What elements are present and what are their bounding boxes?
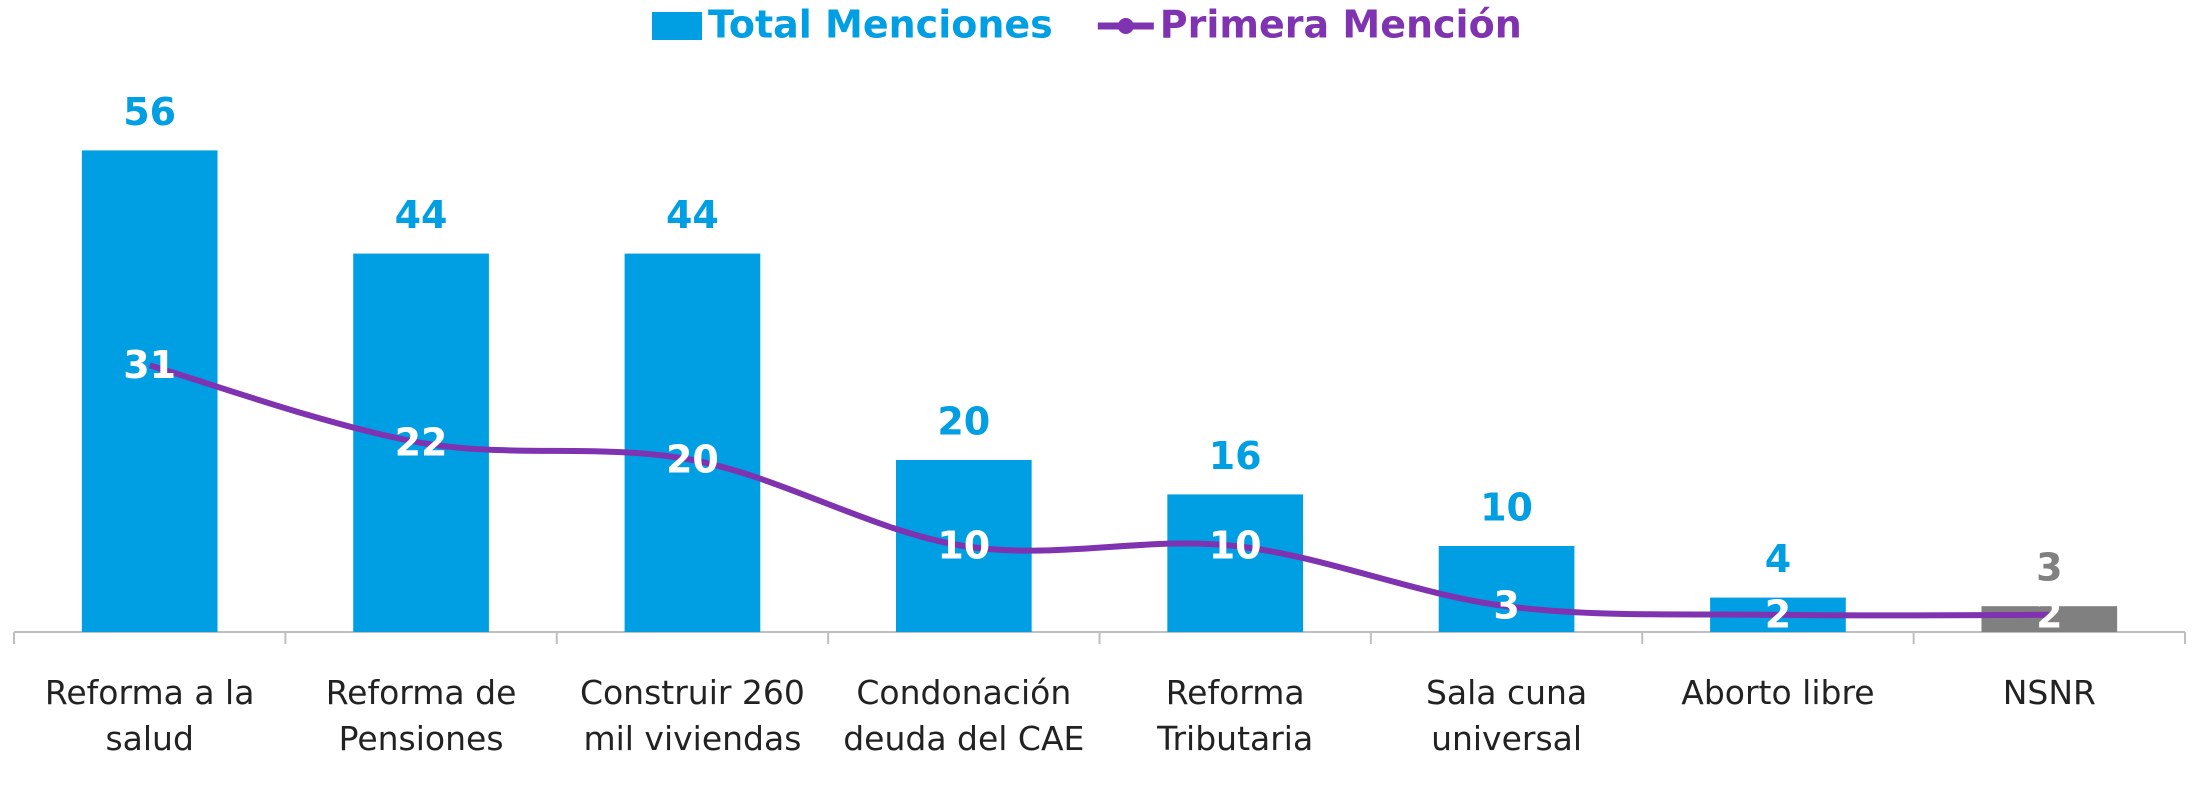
bar [1981,606,2118,632]
bar-value-label: 10 [1480,486,1533,530]
bar-value-label: 56 [123,90,176,134]
line-value-label: 20 [666,438,719,482]
line-value-label: 3 [1493,584,1519,628]
bar [1167,494,1304,632]
bar-value-label: 20 [937,400,990,444]
legend-label: Primera Mención [1160,3,1522,47]
legend-swatch [652,12,702,40]
bar [624,253,761,632]
legend-marker [1117,18,1134,34]
legend: Total Menciones Primera Mención [652,3,1522,47]
bar-value-label: 3 [2036,546,2062,590]
x-tick-label: Reforma a la salud [45,673,255,758]
legend-label: Total Menciones [708,3,1053,47]
bar-value-label: 44 [395,193,448,237]
bar-value-label: 44 [666,193,719,237]
line-value-label: 2 [2036,592,2062,636]
line-value-label: 2 [1765,592,1791,636]
line-value-label: 10 [1209,524,1262,568]
bar-value-label: 4 [1765,537,1791,581]
x-tick-label: NSNR [2003,673,2096,712]
x-tick-label: Construir 260 mil viviendas [580,673,805,758]
line-value-label: 22 [395,420,448,464]
x-tick-label: Sala cuna universal [1426,673,1587,758]
x-tick-label: Reforma Tributaria [1156,673,1313,758]
x-tick-label: Condonación deuda del CAE [843,673,1084,758]
bar [81,150,218,632]
bar-value-label: 16 [1209,434,1262,478]
bar [1438,546,1575,632]
line [148,362,2050,619]
x-tick-label: Reforma de Pensiones [326,673,517,758]
line-value-label: 31 [123,343,176,387]
line-value-label: 10 [937,524,990,568]
x-tick-label: Aborto libre [1681,673,1874,712]
